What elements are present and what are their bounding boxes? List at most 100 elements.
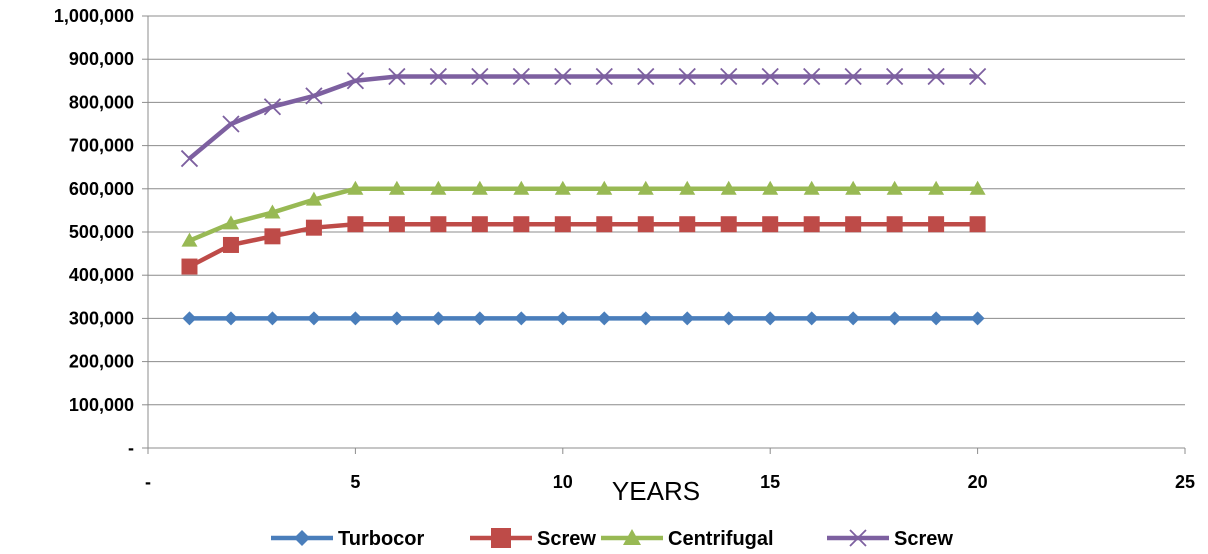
data-point: [929, 311, 944, 326]
data-point: [846, 311, 861, 326]
legend-item: Screw: [470, 528, 596, 550]
data-point: [596, 216, 613, 233]
data-point: [263, 98, 282, 116]
legend-item: Centrifugal: [601, 528, 774, 550]
data-point: [389, 311, 404, 326]
data-point: [305, 219, 322, 236]
series-3: [181, 180, 986, 247]
data-point: [928, 180, 945, 195]
data-point: [348, 311, 363, 326]
x-axis-title: YEARS: [612, 476, 700, 506]
data-point: [761, 67, 779, 86]
data-point: [968, 67, 987, 86]
y-tick-label: 200,000: [69, 352, 134, 372]
series-4: [180, 67, 987, 168]
data-point: [554, 216, 571, 233]
y-tick-label: 300,000: [69, 308, 134, 328]
x-tick-label: -: [145, 472, 151, 492]
data-point: [637, 216, 654, 233]
data-point: [347, 180, 364, 195]
data-point: [720, 216, 737, 233]
data-point: [388, 216, 405, 233]
data-point: [294, 530, 310, 546]
data-point: [970, 311, 985, 326]
data-point: [720, 180, 737, 195]
data-point: [513, 216, 530, 233]
data-point: [430, 180, 447, 195]
data-point: [264, 204, 281, 219]
data-point: [596, 180, 613, 195]
data-point: [803, 216, 820, 233]
axes: [142, 15, 1186, 454]
data-point: [597, 311, 612, 326]
data-point: [844, 67, 862, 86]
data-point: [886, 216, 903, 233]
data-point: [554, 67, 572, 86]
legend-item: Turbocor: [271, 528, 425, 550]
legend-label: Screw: [894, 528, 953, 550]
data-point: [471, 67, 489, 86]
y-tick-label: 900,000: [69, 49, 134, 69]
data-point: [623, 529, 641, 545]
data-point: [513, 180, 530, 195]
data-point: [181, 232, 198, 247]
data-point: [491, 528, 511, 548]
data-point: [886, 180, 903, 195]
data-point: [555, 311, 570, 326]
data-point: [305, 87, 323, 105]
data-point: [431, 311, 446, 326]
data-point: [678, 67, 696, 86]
data-point: [721, 311, 736, 326]
y-tick-label: 100,000: [69, 395, 134, 415]
data-point: [679, 216, 696, 233]
legend-label: Screw: [537, 528, 596, 550]
data-point: [969, 216, 986, 233]
data-point: [180, 149, 199, 168]
series-2: [181, 216, 986, 275]
data-point: [638, 311, 653, 326]
data-point: [222, 215, 239, 230]
series-layer: [180, 67, 987, 326]
data-point: [430, 216, 447, 233]
data-point: [927, 67, 945, 86]
data-point: [181, 258, 198, 275]
legend-item: Screw: [827, 528, 953, 550]
data-point: [803, 180, 820, 195]
x-tick-label: 5: [350, 472, 360, 492]
legend: Turbocor Screw Centrifugal Screw: [271, 528, 953, 550]
y-tick-label: 600,000: [69, 179, 134, 199]
data-point: [804, 311, 819, 326]
y-tick-label: 700,000: [69, 136, 134, 156]
data-point: [346, 72, 365, 90]
data-point: [928, 216, 945, 233]
data-point: [637, 180, 654, 195]
data-point: [512, 67, 530, 86]
legend-label: Centrifugal: [668, 528, 774, 550]
data-point: [182, 311, 197, 326]
data-point: [222, 115, 240, 133]
data-point: [388, 67, 406, 86]
data-point: [347, 216, 364, 233]
data-point: [887, 311, 902, 326]
x-tick-label: 15: [760, 472, 780, 492]
data-point: [222, 236, 239, 253]
x-tick-label: 10: [553, 472, 573, 492]
data-point: [969, 180, 986, 195]
y-tick-label: 400,000: [69, 265, 134, 285]
series-line: [188, 74, 978, 161]
data-point: [679, 180, 696, 195]
data-point: [845, 216, 862, 233]
data-point: [595, 67, 613, 86]
data-point: [763, 311, 778, 326]
data-point: [886, 67, 904, 86]
data-point: [471, 216, 488, 233]
series-1: [182, 311, 985, 326]
data-point: [429, 67, 447, 86]
data-point: [265, 311, 280, 326]
data-point: [680, 311, 695, 326]
y-tick-label: 1,000,000: [54, 6, 134, 26]
data-point: [306, 311, 321, 326]
data-point: [803, 67, 821, 86]
